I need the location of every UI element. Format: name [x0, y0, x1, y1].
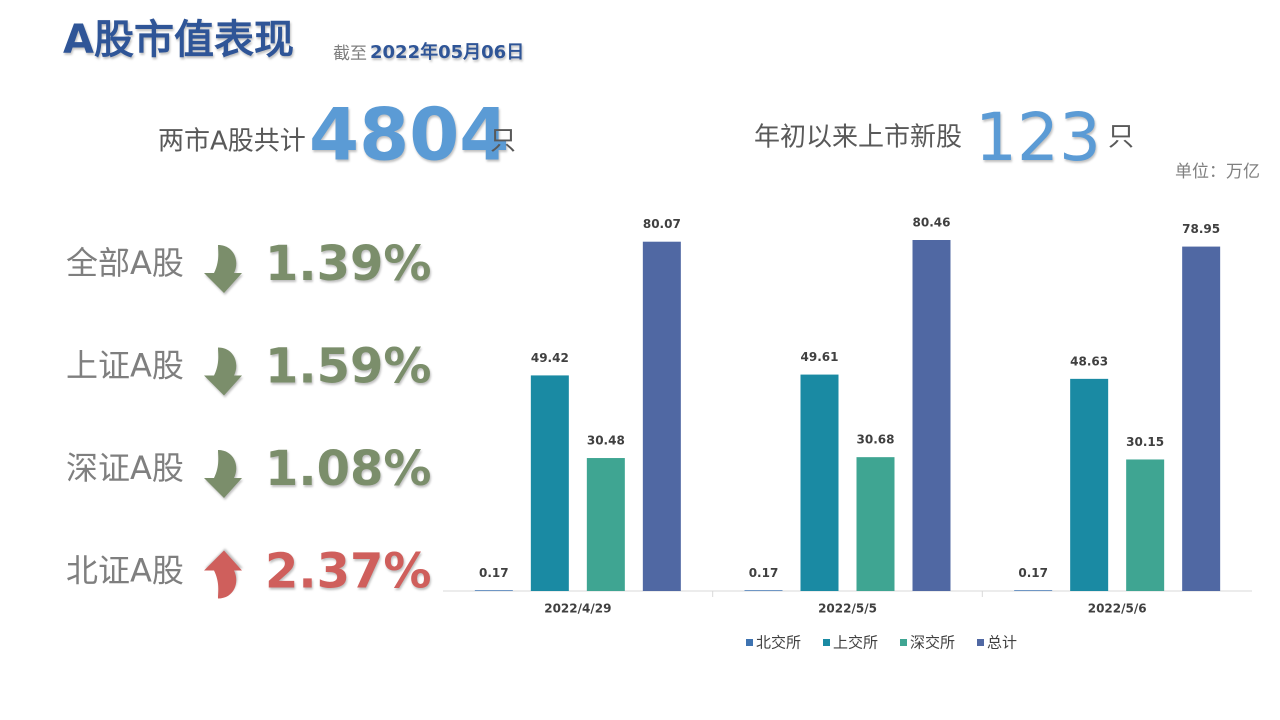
change-name: 全部A股 — [66, 244, 184, 282]
stat-unit: 只 — [1108, 123, 1134, 153]
value-label: 80.46 — [913, 216, 951, 230]
bar — [744, 590, 783, 591]
unit-note: 单位：万亿 — [1175, 162, 1260, 182]
change-arrow — [204, 245, 242, 293]
bar — [642, 241, 681, 591]
change-arrow — [204, 450, 242, 498]
value-label: 30.48 — [587, 434, 625, 448]
stat-label: 两市A股共计 — [158, 127, 306, 157]
date: 2022年05月06日 — [370, 41, 524, 63]
x-tick-label: 2022/5/6 — [1088, 602, 1147, 616]
bar — [1014, 590, 1053, 591]
change-arrow — [204, 550, 242, 599]
change-value: 1.59% — [265, 339, 432, 395]
legend-label: 上交所 — [833, 634, 878, 652]
bar — [586, 458, 625, 591]
legend-label: 北交所 — [756, 634, 801, 652]
bar — [912, 240, 951, 591]
bar — [1126, 459, 1165, 591]
value-label: 0.17 — [749, 566, 779, 580]
change-value: 1.08% — [265, 441, 432, 497]
value-label: 78.95 — [1182, 222, 1220, 236]
stat-label: 年初以来上市新股 — [754, 123, 962, 153]
value-label: 48.63 — [1070, 354, 1108, 368]
bar — [1182, 246, 1221, 591]
change-arrow — [204, 347, 242, 396]
change-name: 北证A股 — [66, 552, 184, 590]
value-label: 30.68 — [857, 433, 895, 447]
value-label: 30.15 — [1126, 435, 1164, 449]
x-tick-label: 2022/5/5 — [818, 602, 877, 616]
stat-unit: 只 — [490, 127, 516, 157]
legend-label: 总计 — [987, 634, 1017, 652]
value-label: 0.17 — [1018, 566, 1048, 580]
date-prefix: 截至 — [333, 44, 367, 64]
value-label: 49.42 — [531, 351, 569, 365]
legend-label: 深交所 — [910, 634, 955, 652]
bar — [800, 374, 839, 591]
legend-swatch — [746, 639, 753, 646]
change-value: 2.37% — [265, 544, 432, 600]
bar — [1070, 378, 1109, 591]
change-value: 1.39% — [265, 236, 432, 292]
change-name: 上证A股 — [66, 347, 184, 385]
value-label: 49.61 — [801, 350, 839, 364]
value-label: 80.07 — [643, 217, 681, 231]
legend-swatch — [823, 639, 830, 646]
bar — [530, 375, 569, 591]
stat-value: 123 — [975, 99, 1101, 176]
value-label: 0.17 — [479, 566, 509, 580]
stat-value: 4804 — [309, 93, 509, 177]
x-tick-label: 2022/4/29 — [544, 602, 611, 616]
legend-swatch — [900, 639, 907, 646]
title: A股市值表现 — [63, 17, 294, 63]
bar — [856, 457, 895, 591]
change-name: 深证A股 — [66, 449, 184, 487]
legend-swatch — [977, 639, 984, 646]
bar — [474, 590, 513, 591]
